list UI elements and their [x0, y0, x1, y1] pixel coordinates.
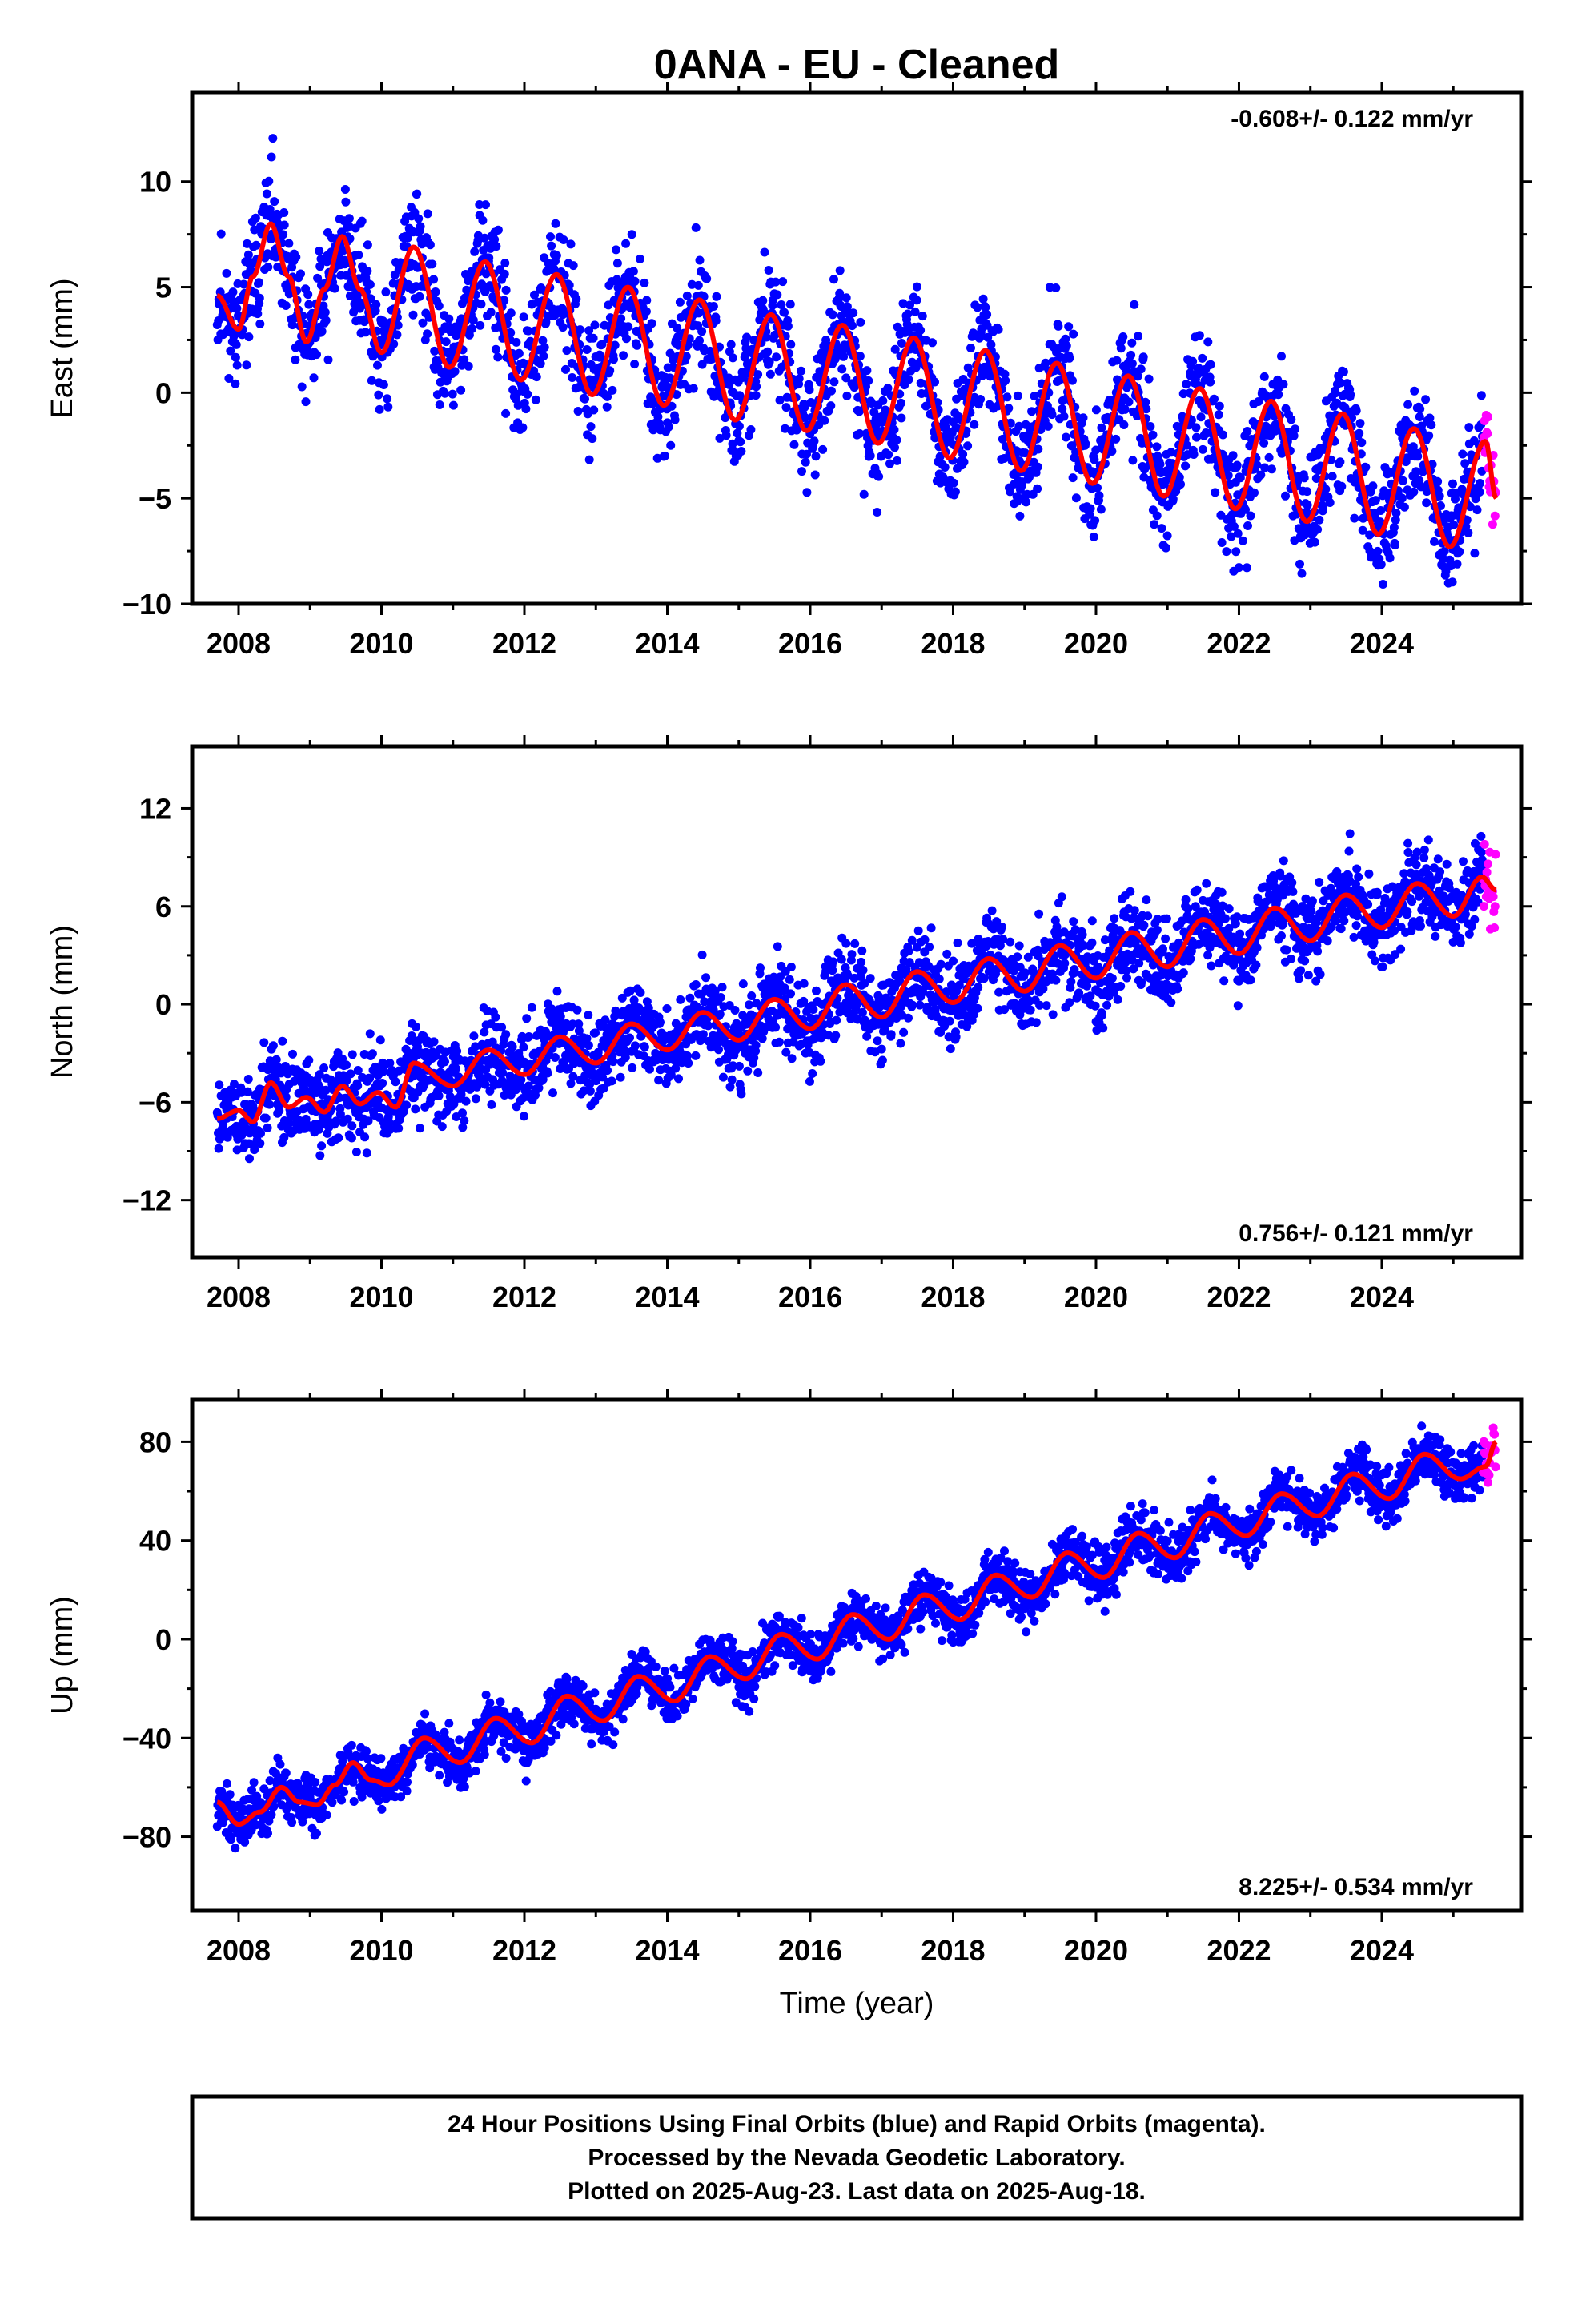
y-tick-label: 12 — [139, 792, 171, 825]
x-tick-label: 2020 — [1064, 627, 1128, 660]
x-tick-label: 2014 — [635, 1281, 699, 1313]
x-tick-label: 2014 — [635, 1934, 699, 1967]
model-fit-line — [216, 221, 1499, 549]
velocity-label: 8.225+/- 0.534 mm/yr — [1239, 1874, 1473, 1900]
y-tick-label: 5 — [155, 271, 171, 304]
y-tick-label: −6 — [139, 1086, 171, 1119]
final-orbit-points — [212, 829, 1488, 1164]
y-tick-label: −40 — [122, 1722, 171, 1755]
y-axis-label: North (mm) — [46, 925, 79, 1079]
y-tick-label: 40 — [139, 1525, 171, 1558]
x-tick-label: 2010 — [349, 1934, 413, 1967]
y-axis-label: Up (mm) — [46, 1596, 79, 1715]
x-tick-label: 2022 — [1207, 627, 1271, 660]
y-tick-label: 0 — [155, 988, 171, 1021]
x-tick-label: 2024 — [1350, 1934, 1414, 1967]
x-tick-label: 2008 — [207, 1934, 271, 1967]
x-tick-label: 2020 — [1064, 1934, 1128, 1967]
x-tick-label: 2018 — [921, 627, 985, 660]
y-tick-label: −10 — [122, 588, 171, 621]
east-panel: 10 5 0 −5 −10 2008 2010 2012 2014 2016 2018 2020 202… — [46, 82, 1532, 660]
plot-frame — [190, 744, 1524, 1260]
plot-frame — [190, 90, 1524, 606]
x-tick-label: 2022 — [1207, 1281, 1271, 1313]
footer-line-2: Processed by the Nevada Geodetic Laborat… — [588, 2145, 1125, 2171]
x-tick-label: 2008 — [207, 1281, 271, 1313]
up-panel: 80 40 0 −40 −80 2008 2010 2012 2014 2016 2018 2020 2… — [46, 1389, 1532, 2020]
final-orbit-points — [212, 134, 1488, 604]
x-tick-label: 2016 — [778, 627, 842, 660]
x-tick-label: 2024 — [1350, 627, 1414, 660]
velocity-label: 0.756+/- 0.121 mm/yr — [1239, 1220, 1473, 1247]
x-tick-label: 2012 — [492, 627, 556, 660]
y-axis-label: East (mm) — [46, 278, 79, 418]
x-axis-label: Time (year) — [780, 1987, 934, 2020]
x-tick-label: 2018 — [921, 1281, 985, 1313]
x-tick-label: 2018 — [921, 1934, 985, 1967]
model-fit-line — [216, 1439, 1498, 1827]
x-tick-label: 2010 — [349, 1281, 413, 1313]
x-tick-label: 2022 — [1207, 1934, 1271, 1967]
x-tick-label: 2008 — [207, 627, 271, 660]
footer-line-3: Plotted on 2025-Aug-23. Last data on 202… — [568, 2178, 1146, 2205]
x-tick-label: 2016 — [778, 1934, 842, 1967]
y-tick-label: 6 — [155, 891, 171, 923]
velocity-label: -0.608+/- 0.122 mm/yr — [1231, 106, 1473, 132]
x-tick-label: 2024 — [1350, 1281, 1414, 1313]
north-panel: 12 6 0 −6 −12 2008 2010 2012 2014 2016 2018 2020 202… — [46, 735, 1532, 1313]
figure-title: 0ANA - EU - Cleaned — [654, 42, 1060, 88]
plot-frame — [190, 1397, 1524, 1913]
footer-box — [190, 2094, 1524, 2221]
daily-positions-east — [212, 134, 1500, 604]
y-tick-label: 80 — [139, 1425, 171, 1458]
footer-line-1: 24 Hour Positions Using Final Orbits (bl… — [448, 2111, 1266, 2137]
final-orbit-points — [212, 1421, 1488, 1853]
daily-positions-up — [212, 1421, 1500, 1853]
daily-positions-north — [212, 829, 1500, 1164]
x-tick-label: 2010 — [349, 627, 413, 660]
y-tick-label: 0 — [155, 1623, 171, 1656]
x-tick-label: 2014 — [635, 627, 699, 660]
y-tick-label: −5 — [139, 482, 171, 515]
x-tick-label: 2012 — [492, 1934, 556, 1967]
y-tick-label: 10 — [139, 166, 171, 199]
model-fit-line — [216, 875, 1497, 1124]
y-tick-label: 0 — [155, 376, 171, 409]
x-tick-label: 2012 — [492, 1281, 556, 1313]
x-tick-label: 2016 — [778, 1281, 842, 1313]
x-tick-label: 2020 — [1064, 1281, 1128, 1313]
y-tick-label: −12 — [122, 1184, 171, 1217]
y-tick-label: −80 — [122, 1821, 171, 1854]
